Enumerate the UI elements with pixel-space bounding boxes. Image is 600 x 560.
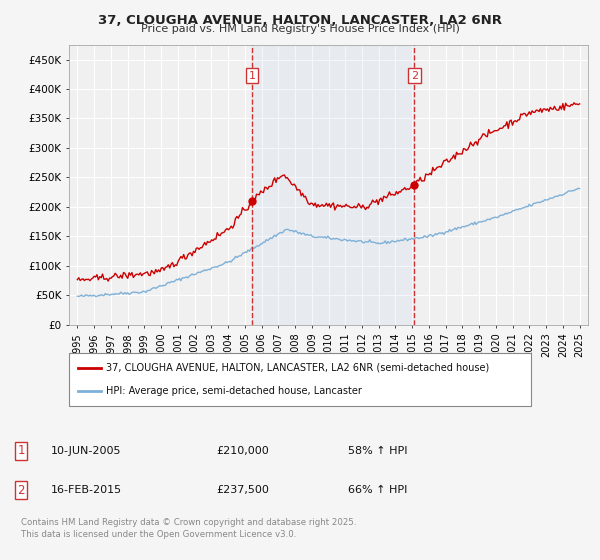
Text: 16-FEB-2015: 16-FEB-2015 <box>51 485 122 495</box>
Text: 58% ↑ HPI: 58% ↑ HPI <box>348 446 407 456</box>
Text: HPI: Average price, semi-detached house, Lancaster: HPI: Average price, semi-detached house,… <box>106 386 362 396</box>
FancyBboxPatch shape <box>69 353 531 406</box>
Text: £210,000: £210,000 <box>216 446 269 456</box>
Text: 37, CLOUGHA AVENUE, HALTON, LANCASTER, LA2 6NR: 37, CLOUGHA AVENUE, HALTON, LANCASTER, L… <box>98 14 502 27</box>
Text: 1: 1 <box>17 444 25 458</box>
Text: Contains HM Land Registry data © Crown copyright and database right 2025.
This d: Contains HM Land Registry data © Crown c… <box>21 518 356 539</box>
Bar <box>252 45 414 325</box>
Text: 37, CLOUGHA AVENUE, HALTON, LANCASTER, LA2 6NR (semi-detached house): 37, CLOUGHA AVENUE, HALTON, LANCASTER, L… <box>106 363 489 373</box>
Text: 10-JUN-2005: 10-JUN-2005 <box>51 446 121 456</box>
Text: £237,500: £237,500 <box>216 485 269 495</box>
Text: 1: 1 <box>248 71 256 81</box>
Text: 2: 2 <box>410 71 418 81</box>
Text: 66% ↑ HPI: 66% ↑ HPI <box>348 485 407 495</box>
Text: 2: 2 <box>17 483 25 497</box>
Text: Price paid vs. HM Land Registry's House Price Index (HPI): Price paid vs. HM Land Registry's House … <box>140 24 460 34</box>
